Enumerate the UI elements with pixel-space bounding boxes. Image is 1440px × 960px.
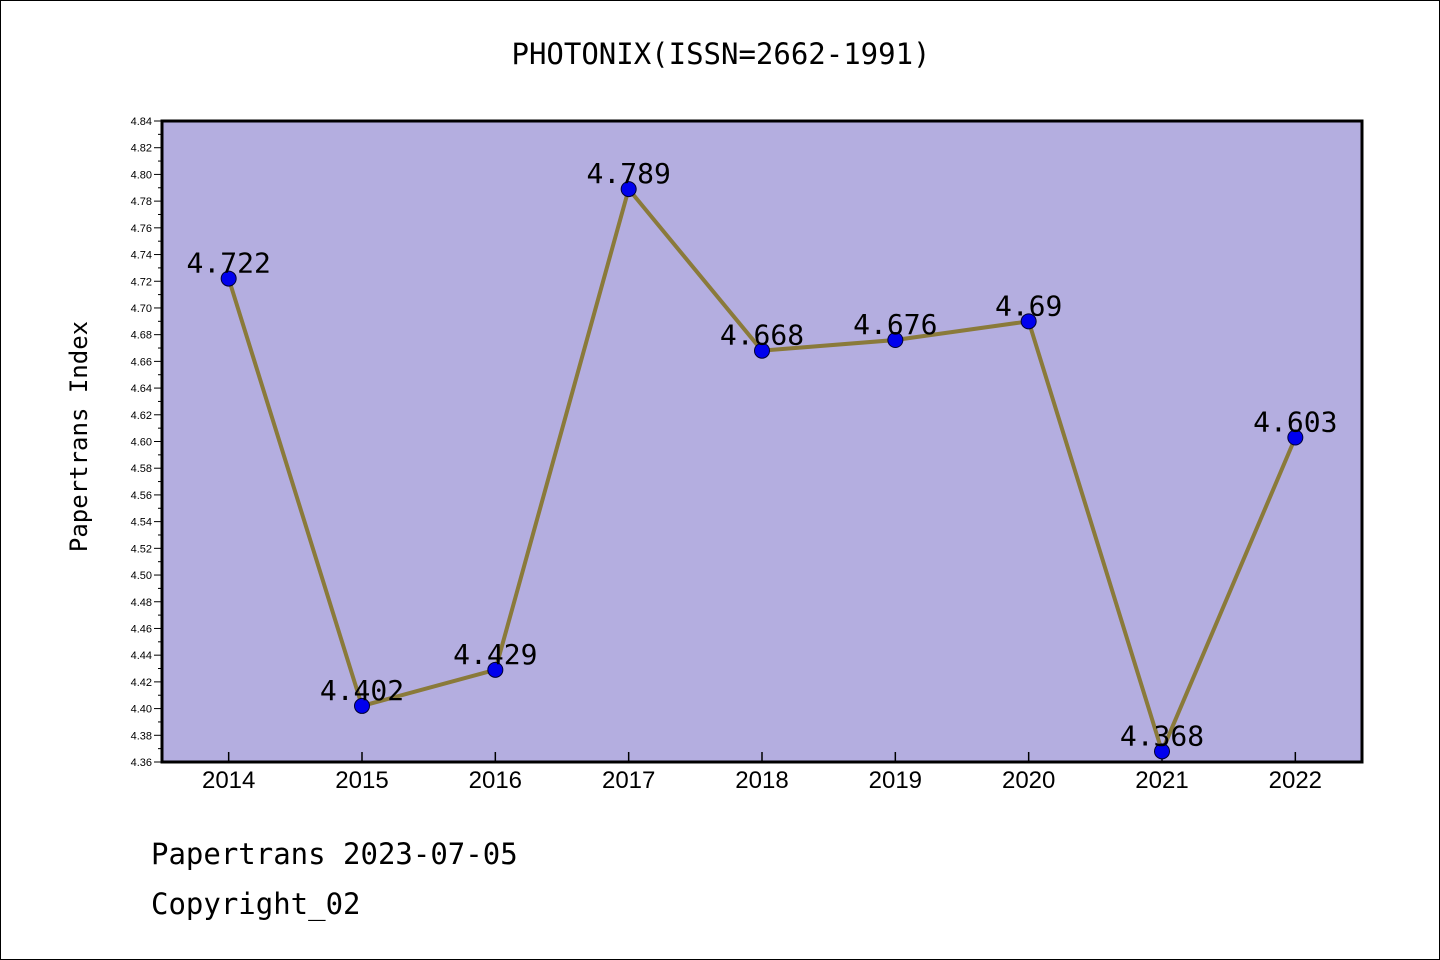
- data-point: [487, 661, 504, 678]
- y-tick-label: 4.56: [131, 490, 152, 502]
- x-tick-label: 2017: [602, 767, 655, 794]
- data-point: [887, 332, 904, 349]
- x-tick-label: 2014: [202, 767, 255, 794]
- x-tick-label: 2018: [735, 767, 788, 794]
- data-label: 4.676: [853, 308, 937, 341]
- y-tick-label: 4.76: [131, 223, 152, 235]
- y-tick-label: 4.72: [131, 276, 152, 288]
- x-tick-label: 2020: [1002, 767, 1055, 794]
- y-tick-label: 4.40: [131, 704, 152, 716]
- data-label: 4.429: [453, 638, 537, 671]
- data-point: [1020, 313, 1037, 330]
- data-label: 4.668: [720, 319, 804, 352]
- y-tick-label: 4.44: [131, 650, 152, 662]
- chart-title: PHOTONIX(ISSN=2662-1991): [511, 37, 931, 71]
- y-tick-label: 4.46: [131, 623, 152, 635]
- y-tick-label: 4.64: [131, 383, 152, 395]
- data-labels: 4.722 4.402 4.429 4.789 4.668 4.676 4.69 4.368 4…: [187, 157, 1338, 752]
- series-markers: [220, 181, 1304, 760]
- x-tick-label: 2019: [869, 767, 922, 794]
- y-tick-label: 4.78: [131, 196, 152, 208]
- footer-date: Papertrans 2023-07-05: [151, 837, 518, 871]
- x-tick-label: 2022: [1269, 767, 1322, 794]
- y-tick-label: 4.74: [131, 250, 152, 262]
- y-axis-label: Papertrans Index: [65, 321, 93, 552]
- y-tick-label: 4.84: [131, 116, 152, 128]
- y-tick-label: 4.58: [131, 463, 152, 475]
- data-point: [220, 270, 237, 287]
- data-label: 4.368: [1120, 719, 1204, 752]
- data-point: [1287, 429, 1304, 446]
- y-tick-label: 4.52: [131, 543, 152, 555]
- x-axis: 2014 2015 2016 2017 2018 2019 2020 2021 2022: [202, 752, 1322, 794]
- y-tick-label: 4.42: [131, 677, 152, 689]
- data-point: [754, 342, 770, 359]
- y-tick-label: 4.68: [131, 330, 152, 342]
- y-tick-label: 4.54: [131, 517, 152, 529]
- data-label: 4.722: [187, 247, 271, 280]
- data-label: 4.603: [1253, 405, 1337, 438]
- y-tick-label: 4.60: [131, 437, 152, 449]
- y-tick-label: 4.50: [131, 570, 152, 582]
- x-tick-label: 2021: [1135, 767, 1188, 794]
- y-tick-label: 4.48: [131, 597, 152, 609]
- y-tick-label: 4.36: [131, 757, 152, 769]
- data-point: [620, 181, 637, 198]
- y-tick-label: 4.70: [131, 303, 152, 315]
- data-point: [354, 697, 370, 714]
- x-tick-label: 2016: [469, 767, 522, 794]
- y-tick-label: 4.66: [131, 356, 152, 368]
- data-label: 4.402: [320, 674, 404, 707]
- y-tick-label: 4.80: [131, 169, 152, 181]
- plot-border: [160, 119, 1364, 764]
- data-label: 4.69: [995, 289, 1062, 322]
- plot-area: [162, 121, 1362, 762]
- x-tick-label: 2015: [335, 767, 388, 794]
- footer-copyright: Copyright_02: [151, 887, 361, 921]
- y-tick-label: 4.82: [131, 143, 152, 155]
- y-axis: 4.36 4.38 4.40 4.42 4.44 4.46 4.48 4.50 4.52 4.54…: [131, 116, 162, 769]
- data-label: 4.789: [587, 157, 671, 190]
- y-tick-label: 4.62: [131, 410, 152, 422]
- y-tick-label: 4.38: [131, 730, 152, 742]
- data-point: [1154, 743, 1170, 760]
